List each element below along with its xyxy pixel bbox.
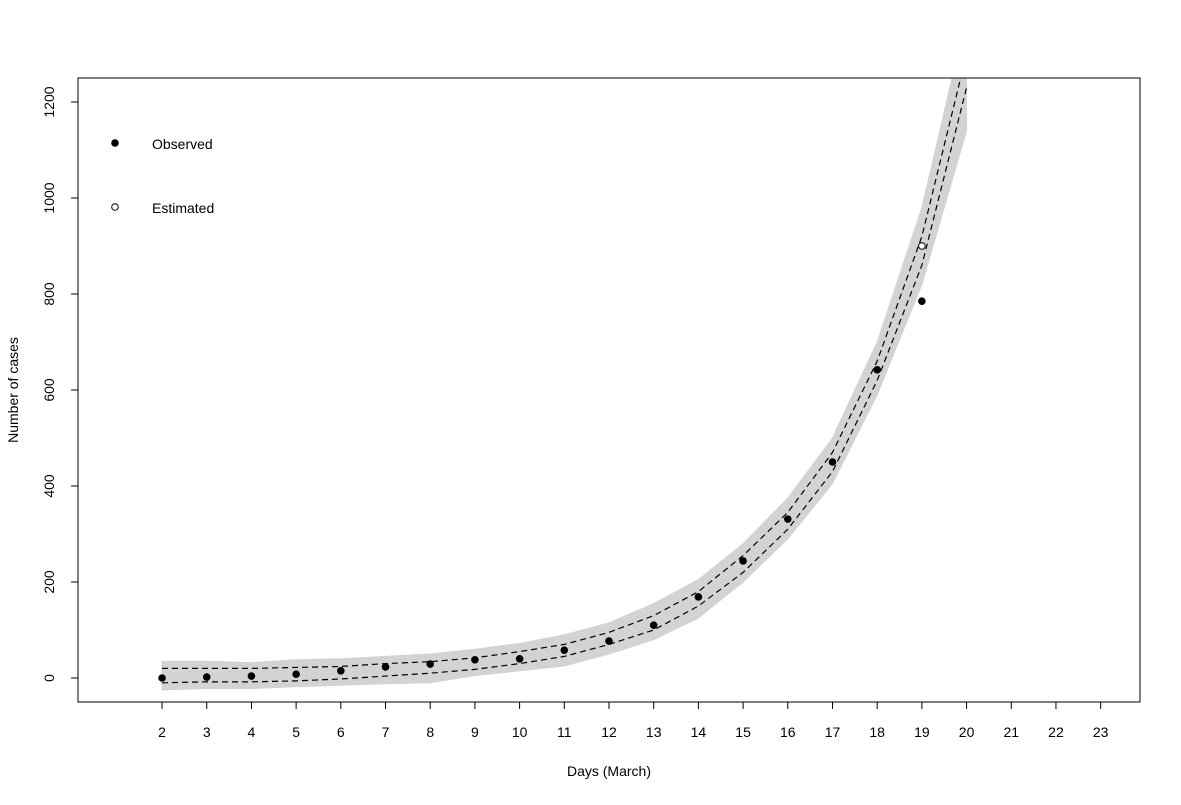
estimated-point <box>918 242 926 250</box>
observed-point <box>247 672 256 680</box>
observed-point <box>337 667 345 675</box>
x-tick-label: 16 <box>780 724 796 740</box>
legend-marker <box>111 139 119 147</box>
observed-point <box>694 593 703 601</box>
y-tick-label: 400 <box>41 474 57 498</box>
x-tick-label: 23 <box>1093 724 1109 740</box>
y-tick-label: 600 <box>41 378 57 402</box>
x-tick-label: 6 <box>337 724 345 740</box>
x-tick-label: 15 <box>735 724 751 740</box>
legend-marker <box>111 203 119 211</box>
x-tick-label: 5 <box>292 724 300 740</box>
y-tick-label: 800 <box>41 282 57 306</box>
y-tick-label: 200 <box>41 570 57 594</box>
x-tick-label: 7 <box>382 724 390 740</box>
x-tick-label: 17 <box>825 724 841 740</box>
x-tick-label: 13 <box>646 724 662 740</box>
x-tick-label: 3 <box>203 724 211 740</box>
observed-point <box>918 297 926 306</box>
x-tick-label: 21 <box>1003 724 1019 740</box>
legend-label: Estimated <box>152 200 214 216</box>
x-tick-label: 9 <box>471 724 479 740</box>
y-axis-label: Number of cases <box>5 337 21 443</box>
simulation-band <box>161 78 968 691</box>
observed-point <box>471 655 479 664</box>
observed-point <box>828 458 837 466</box>
observed-point <box>158 674 166 682</box>
observed-point <box>649 621 658 630</box>
legend-label: Observed <box>152 136 213 152</box>
y-tick-label: 0 <box>41 674 57 682</box>
observed-point <box>515 655 524 663</box>
x-tick-label: 4 <box>248 724 256 740</box>
plot-area <box>158 78 968 691</box>
x-tick-label: 18 <box>869 724 885 740</box>
observed-point <box>605 637 613 645</box>
interval-upper <box>162 78 962 669</box>
interval-lower <box>162 87 968 684</box>
x-tick-label: 14 <box>691 724 707 740</box>
x-tick-label: 12 <box>601 724 617 740</box>
observed-point <box>381 663 390 671</box>
observed-point <box>560 646 569 654</box>
x-tick-label: 2 <box>158 724 166 740</box>
y-tick-label: 1000 <box>41 182 57 213</box>
x-tick-label: 19 <box>914 724 930 740</box>
x-tick-label: 10 <box>512 724 528 740</box>
observed-point <box>873 366 881 374</box>
x-axis-label: Days (March) <box>567 763 651 779</box>
x-tick-label: 8 <box>426 724 434 740</box>
observed-point <box>202 673 211 681</box>
observed-point <box>739 557 747 565</box>
x-tick-label: 11 <box>557 724 572 740</box>
plot-frame <box>77 77 1141 703</box>
y-tick-label: 1200 <box>41 86 57 117</box>
x-tick-label: 20 <box>959 724 975 740</box>
observed-point <box>292 670 300 678</box>
x-tick-label: 22 <box>1048 724 1064 740</box>
observed-point <box>426 660 435 668</box>
observed-point <box>783 515 792 523</box>
